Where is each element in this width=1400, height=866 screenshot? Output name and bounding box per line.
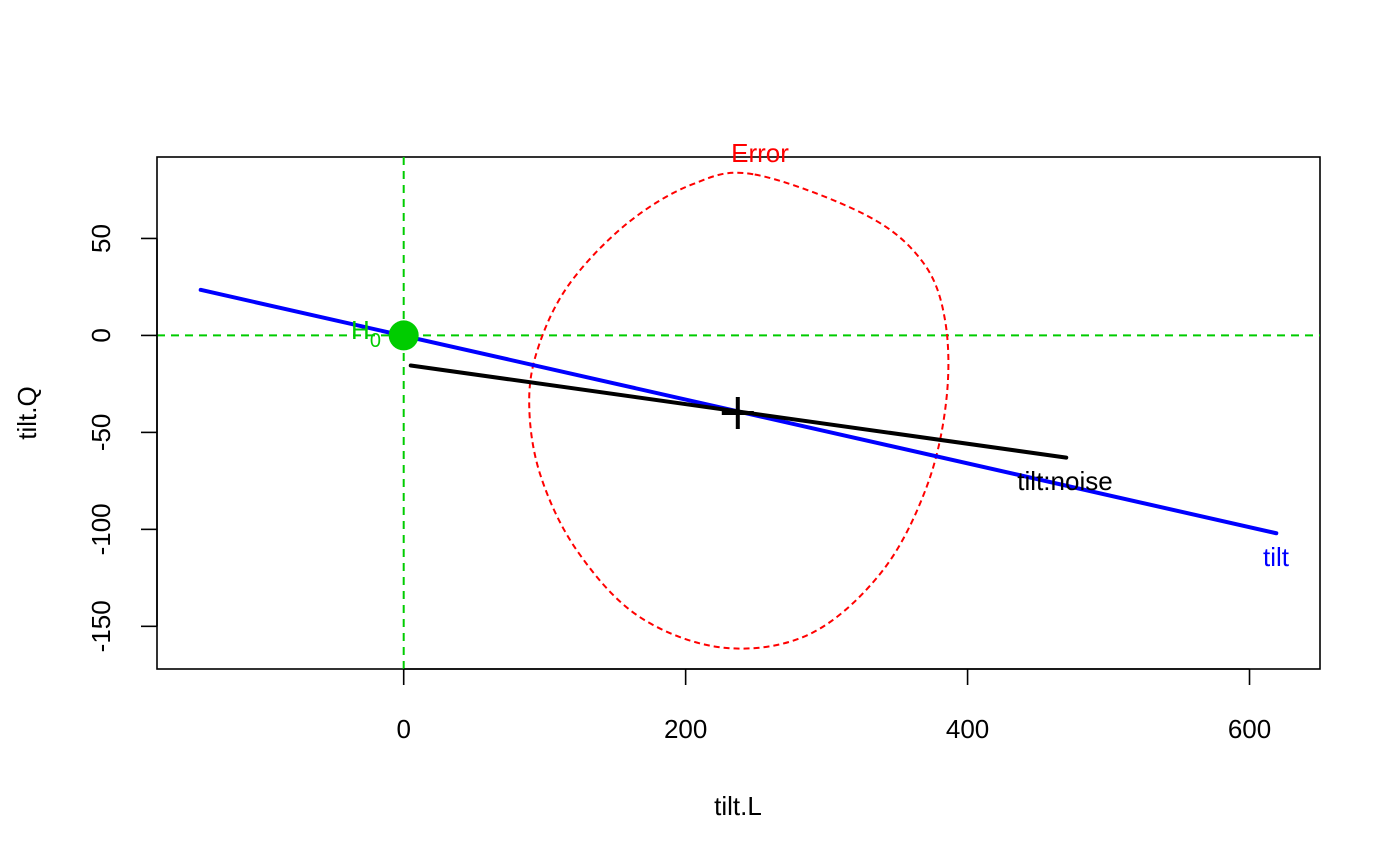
y-tick-label: 0 — [86, 328, 116, 342]
h0-label-main: H — [351, 315, 370, 345]
x-tick-label: 0 — [396, 714, 410, 744]
tilt-label: tilt — [1263, 542, 1290, 572]
y-tick-label: 50 — [86, 224, 116, 253]
x-axis-label: tilt.L — [714, 791, 762, 821]
error-ellipse — [528, 171, 950, 650]
y-tick-label: -100 — [86, 503, 116, 555]
x-tick-label: 400 — [946, 714, 989, 744]
y-axis-label: tilt.Q — [12, 386, 42, 439]
h0-label-sub: 0 — [370, 330, 381, 352]
x-tick-label: 600 — [1228, 714, 1271, 744]
h0-label: H0 — [351, 315, 381, 352]
x-tick-label: 200 — [664, 714, 707, 744]
y-tick-label: -50 — [86, 414, 116, 452]
y-tick-label: -150 — [86, 600, 116, 652]
tilt-noise-label: tilt:noise — [1017, 466, 1112, 496]
error-label: Error — [731, 138, 789, 168]
h0-point — [388, 320, 419, 351]
